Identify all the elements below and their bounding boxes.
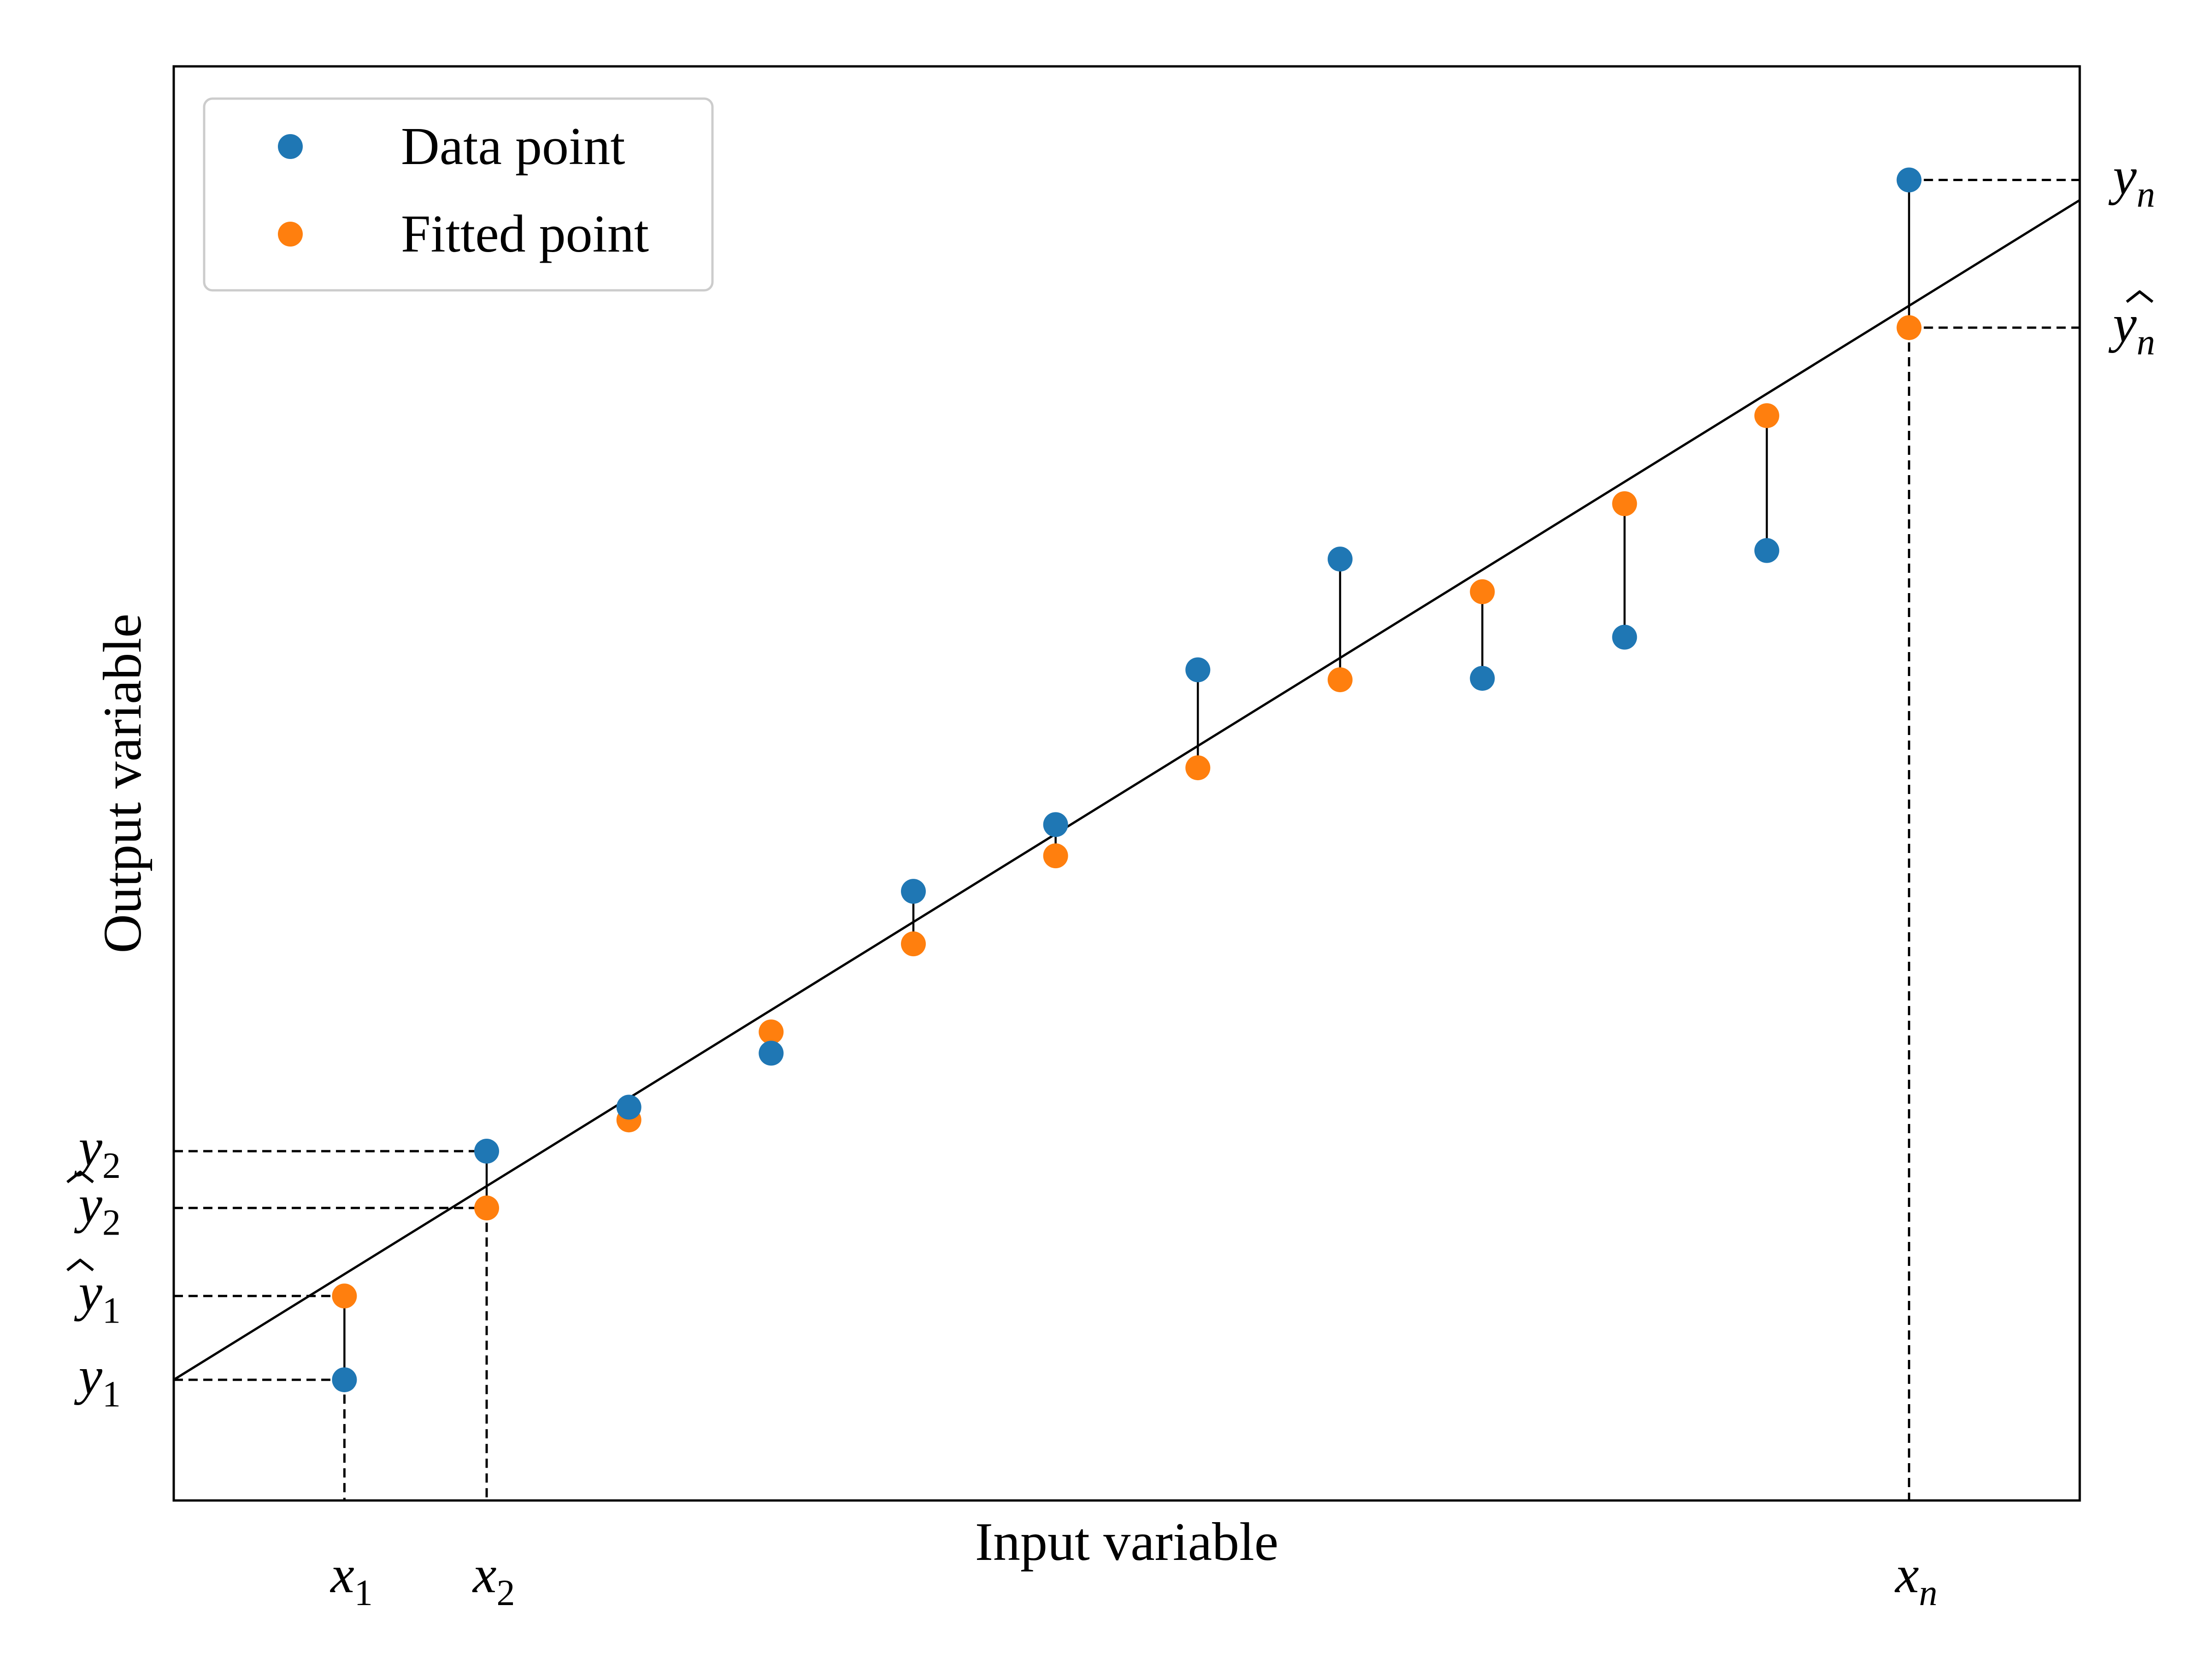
fitted-point [901,931,926,957]
y-tick-label-left: y1 [74,1263,121,1331]
x-axis-label: Input variable [975,1512,1279,1572]
data-point [901,879,926,904]
y-tick-label-left: y2 [74,1175,121,1243]
y-tick-label-left: y1 [74,1347,121,1415]
legend-marker-data-point [278,134,303,159]
points-layer [332,167,1922,1393]
y-axis-label: Output variable [92,613,153,953]
fitted-point [1612,491,1637,517]
hat-accent [66,1259,94,1271]
y-tick-label-right: yn [2108,147,2155,215]
fitted-point [1896,315,1922,340]
fit-line [173,199,2081,1381]
fitted-point [759,1019,784,1045]
data-point [1327,547,1353,572]
plot-frame [172,65,2081,1502]
data-point [474,1139,500,1164]
data-point [616,1094,641,1120]
x-tick-label: x1 [329,1545,373,1613]
x-tick-label: xn [1894,1545,1938,1613]
hat-accent [66,1171,94,1183]
data-point [1612,624,1637,650]
data-point [759,1041,784,1066]
x-tick-label: x2 [472,1545,515,1613]
legend: Data point Fitted point [203,97,714,292]
legend-marker-fitted-point [278,222,303,247]
guide-lines [174,178,2080,1500]
fitted-point [1327,667,1353,693]
fitted-point [332,1283,357,1309]
y-tick-label-left: y2 [74,1118,121,1186]
legend-label-data-point: Data point [401,117,625,176]
data-point [1754,538,1779,563]
fitted-point [474,1195,500,1221]
fitted-point [1470,579,1495,605]
data-point [1185,657,1211,682]
data-point [1896,167,1922,193]
fit-line-layer [173,199,2081,1381]
data-point [1043,812,1068,837]
fitted-point [1185,755,1211,781]
legend-label-fitted-point: Fitted point [401,205,649,264]
fitted-point [1043,843,1068,869]
hat-accent [2126,290,2153,303]
legend-box [203,97,714,292]
y-tick-label-right: yn [2108,294,2155,363]
data-point [1470,665,1495,691]
fitted-point [1754,403,1779,428]
data-point [332,1367,357,1393]
